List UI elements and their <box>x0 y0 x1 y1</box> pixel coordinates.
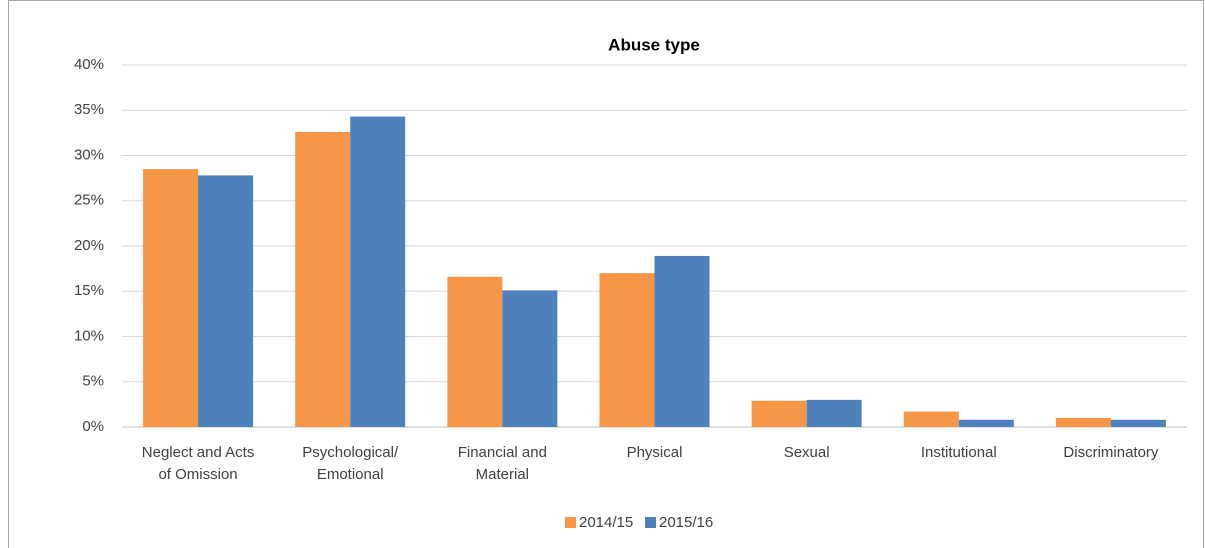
bar <box>806 399 862 427</box>
x-tick-label: Neglect and Acts of Omission <box>141 444 255 483</box>
x-tick-label: Discriminatory <box>1063 444 1159 461</box>
bar <box>654 255 710 427</box>
x-tick-label: Psychological/ Emotional <box>302 444 399 483</box>
bar <box>958 419 1014 427</box>
y-tick-label: 0% <box>82 418 104 435</box>
y-tick-label: 5% <box>82 373 104 390</box>
y-tick-label: 40% <box>74 56 104 73</box>
legend-label: 2015/16 <box>659 514 713 531</box>
bar <box>599 273 655 427</box>
y-tick-label: 20% <box>74 237 104 254</box>
x-tick-label: Financial and Material <box>457 444 547 483</box>
chart-title: Abuse type <box>608 35 700 54</box>
y-tick-label: 15% <box>74 282 104 299</box>
legend-swatch <box>645 517 656 528</box>
x-tick-label: Institutional <box>920 444 997 461</box>
bar <box>295 131 351 427</box>
legend-label: 2014/15 <box>579 514 633 531</box>
legend-swatch <box>565 517 576 528</box>
y-tick-label: 10% <box>74 327 104 344</box>
bar <box>751 400 807 427</box>
chart-border <box>8 0 1204 548</box>
y-tick-label: 25% <box>74 192 104 209</box>
y-tick-label: 30% <box>74 146 104 163</box>
bar <box>198 175 254 427</box>
bar <box>502 290 558 427</box>
bar <box>1110 419 1166 427</box>
bar <box>143 169 199 427</box>
y-tick-label: 35% <box>74 101 104 118</box>
bar <box>447 276 503 427</box>
x-tick-label: Physical <box>626 444 683 461</box>
bar <box>1055 417 1111 427</box>
bar <box>903 411 959 427</box>
x-tick-label: Sexual <box>783 444 830 461</box>
bar <box>350 116 406 428</box>
